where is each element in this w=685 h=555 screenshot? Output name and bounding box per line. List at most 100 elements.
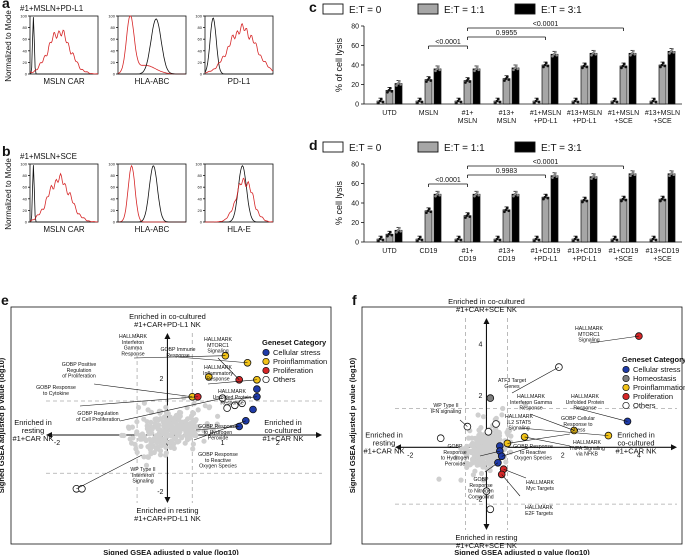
leader-line <box>589 335 639 344</box>
legend-label: Homeostasis <box>633 374 677 383</box>
y-tick-label: 20 <box>111 208 116 213</box>
leader-line <box>575 407 628 422</box>
replicate-dot <box>534 99 538 103</box>
y-tick-label: 40 <box>198 48 203 53</box>
replicate-dot <box>428 76 431 79</box>
replicate-dot <box>476 65 479 69</box>
replicate-dot <box>512 68 515 72</box>
geneset-label: GOBP Regulation of Cell Proliferation <box>76 411 120 423</box>
leader-line <box>459 419 468 427</box>
panel-f: f -2 2 4 -2 2 4 Enriched in co-cultured #1+CAR+S… <box>348 292 685 555</box>
background-point <box>153 424 159 430</box>
replicate-dot <box>516 67 519 71</box>
legend-title: Geneset Category <box>622 355 685 364</box>
background-point <box>141 416 147 422</box>
replicate-dot <box>455 239 458 243</box>
background-point <box>190 446 196 452</box>
background-point <box>207 404 213 410</box>
replicate-dot <box>543 195 547 199</box>
histogram-1: 0 20 40 60 80 100 MSLN CAR <box>20 162 99 234</box>
replicate-dot <box>426 78 430 81</box>
y-tick-label: 100 <box>108 162 115 167</box>
replicate-dot <box>498 238 502 242</box>
replicate-dot <box>545 193 548 197</box>
x-axis-label: MSLN CAR <box>43 77 85 86</box>
background-point <box>478 425 484 431</box>
category-label: CD19 <box>420 248 438 255</box>
y-tick-label: 80 <box>111 25 116 30</box>
quadrant-label-top: Enriched in co-cultured #1+CAR+PD-L1 NK <box>129 312 206 329</box>
y-tick-label: 80 <box>198 25 203 30</box>
replicate-dot <box>378 99 382 103</box>
background-point <box>171 435 177 441</box>
panel-c: c E:T = 0 E:T = 1:1 E:T = 3:1 0 20 40 60 80 % of … <box>309 0 682 125</box>
bar <box>619 198 628 243</box>
y-tick-label: 40 <box>111 48 116 53</box>
leader-line <box>119 397 223 422</box>
geneset-label: HALLMARK TNFA Signaling via NFKB <box>569 440 605 458</box>
background-point <box>160 430 167 436</box>
replicate-dot <box>533 101 536 105</box>
replicate-dot <box>620 66 623 70</box>
y-tick-label: 100 <box>195 162 202 167</box>
replicate-dot <box>612 237 616 241</box>
replicate-dot <box>504 208 508 212</box>
bar-group <box>415 190 442 243</box>
replicate-dot <box>651 99 655 103</box>
y-tick-label: 0 <box>113 72 116 77</box>
background-point <box>475 458 481 465</box>
y-tick-label: 40 <box>351 201 359 208</box>
y-axis-label: Signed GSEA adjusted p value (log10) <box>0 357 6 493</box>
replicate-dot <box>516 193 519 197</box>
y-tick-label: 0 <box>25 72 28 77</box>
replicate-dot <box>581 200 584 204</box>
background-point <box>130 435 136 441</box>
replicate-dot <box>498 100 502 104</box>
replicate-dot <box>551 54 554 58</box>
replicate-dot <box>633 173 636 177</box>
y-tick-label: 80 <box>351 24 359 31</box>
background-point <box>463 460 469 466</box>
geneset-label: GOBP Cellular Response to Stress <box>561 416 595 434</box>
geneset-point <box>78 484 86 493</box>
background-point <box>461 446 467 452</box>
y-tick-label: 0 <box>355 240 359 247</box>
replicate-dot <box>459 100 463 104</box>
replicate-dot <box>615 238 618 242</box>
legend-item: E:T = 1:1 <box>417 141 485 154</box>
y-tick-label: 40 <box>111 196 116 201</box>
replicate-dot <box>434 194 437 198</box>
bar <box>658 198 667 243</box>
category-label: #1+CD19 +SCE <box>609 248 639 263</box>
background-point <box>160 437 166 443</box>
legend-marker <box>262 348 270 357</box>
histogram-trace-2 <box>118 18 186 75</box>
replicate-dot <box>381 100 385 104</box>
replicate-dot <box>575 97 578 101</box>
bar <box>433 193 442 243</box>
background-point <box>133 446 139 452</box>
replicate-dot <box>651 237 655 241</box>
background-point <box>476 432 482 438</box>
replicate-dot <box>593 50 596 53</box>
category-label: #13+CD19 +PD-L1 <box>568 248 602 263</box>
y-tick-label: 20 <box>351 82 359 89</box>
background-point <box>458 477 464 483</box>
x-tick-label: 4 <box>637 452 641 459</box>
background-point <box>138 436 144 442</box>
background-point <box>475 412 481 418</box>
legend-label: E:T = 3:1 <box>541 143 582 154</box>
bar <box>502 209 511 243</box>
legend-item: E:T = 1:1 <box>417 3 485 16</box>
replicate-dot <box>672 173 675 177</box>
legend-swatch <box>322 141 344 153</box>
replicate-dot <box>386 91 389 94</box>
bar-group <box>649 48 676 105</box>
geneset-point <box>253 385 261 393</box>
significance-bracket: <0.0001 <box>428 177 468 187</box>
background-point <box>436 476 442 482</box>
replicate-dot <box>429 210 433 214</box>
background-point <box>125 424 132 430</box>
